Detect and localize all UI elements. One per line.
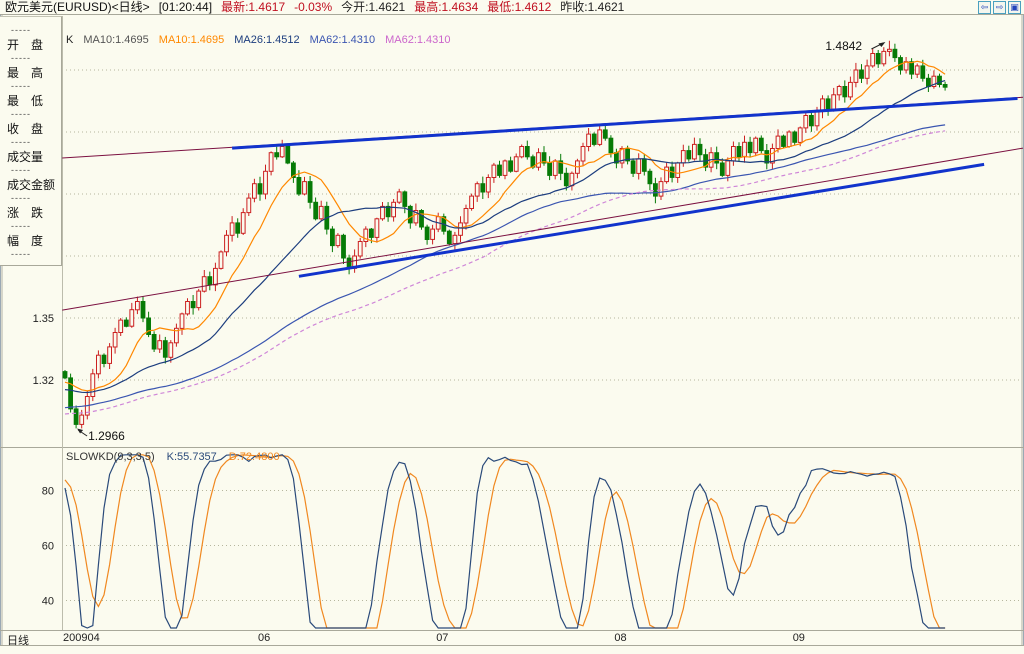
sidebar-field-label: 幅 度 [7, 234, 44, 248]
slowkd-d-value: D:72.4800 [228, 451, 280, 463]
period-label: 日线 [7, 635, 29, 647]
sidebar-field-label: 收 盘 [7, 122, 44, 136]
sidebar-field-label: 最 高 [7, 66, 44, 80]
ma-legend-item: K [66, 34, 74, 46]
window-buttons: ⇦ ⇨ ▣ [978, 1, 1021, 14]
x-axis-label: 08 [614, 632, 627, 644]
channel-upper-line[interactable] [232, 97, 1018, 150]
field-value-placeholder: ----- [11, 25, 31, 35]
low-price-label: 1.2966 [88, 429, 125, 443]
quote-info-sidebar: ----- 开 盘 ----- 最 高 ----- 最 低 ----- 收 盘 ----- 成交量… [0, 16, 62, 266]
quote-field: 昨收:1.4621 [560, 0, 625, 14]
forward-button[interactable]: ⇨ [993, 1, 1006, 14]
high-price-label: 1.4842 [825, 39, 862, 53]
MA62b-line [64, 130, 946, 415]
ma-legend-item: MA62:1.4310 [385, 34, 451, 46]
slowkd-legend: SLOWKD(9,3,3,5) K:55.7357 D:72.4800 [66, 451, 280, 463]
x-axis-label: 07 [436, 632, 449, 644]
field-value-placeholder: ----- [11, 137, 31, 147]
svg-text:1.35: 1.35 [33, 313, 54, 325]
field-value-placeholder: ----- [11, 193, 31, 203]
ma-legend-item: MA26:1.4512 [234, 34, 300, 46]
x-axis: 日线 200904 06 07 08 09 [0, 631, 1024, 647]
quote-field: 今开:1.4621 [341, 0, 406, 14]
MA26-line [64, 80, 946, 394]
sidebar-field-label: 最 低 [7, 94, 44, 108]
sidebar-field-label: 成交量 [7, 150, 44, 164]
ma-legend-item: MA62:1.4310 [309, 34, 376, 46]
x-axis-label: 09 [792, 632, 805, 644]
svg-text:80: 80 [42, 486, 54, 498]
maximize-button[interactable]: ▣ [1008, 1, 1021, 14]
ma-legend-item: MA10:1.4695 [83, 34, 149, 46]
channel-lower-line[interactable] [298, 162, 985, 278]
x-axis-label: 200904 [63, 632, 100, 644]
field-value-placeholder: ----- [11, 221, 31, 231]
sidebar-field-label: 成交金额 [7, 178, 56, 192]
slowkd-title: SLOWKD(9,3,3,5) [66, 451, 155, 463]
quote-field: 最低:1.4612 [487, 0, 552, 14]
ma-legend-item: MA10:1.4695 [158, 34, 225, 46]
slowkd-k-value: K:55.7357 [166, 451, 217, 463]
quote-time: [01:20:44] [158, 0, 213, 14]
MA10-line [64, 60, 946, 392]
field-value-placeholder: ----- [11, 53, 31, 63]
high-arrow-icon [878, 42, 886, 47]
svg-text:60: 60 [42, 541, 54, 553]
slowkd-d-line [64, 454, 946, 629]
ma-legend: K MA10:1.4695 MA10:1.4695 MA26:1.4512 MA62:1… [66, 34, 451, 46]
quote-fields: 最新:1.4617 -0.03% 今开:1.4621 最高:1.4634 最低:1.46… [221, 0, 624, 14]
back-button[interactable]: ⇦ [978, 1, 991, 14]
x-axis-label: 06 [258, 632, 271, 644]
sidebar-field-label: 涨 跌 [7, 206, 44, 220]
window-title: 欧元美元(EURUSD)<日线> [5, 0, 150, 14]
quote-field: -0.03% [294, 0, 333, 14]
MA62-line [64, 124, 946, 409]
sidebar-field-label: 开 盘 [7, 38, 44, 52]
field-value-placeholder: ----- [11, 165, 31, 175]
field-value-placeholder: ----- [11, 249, 31, 259]
quote-header: 欧元美元(EURUSD)<日线> [01:20:44] 最新:1.4617 -0.… [0, 0, 1024, 15]
quote-field: 最高:1.4634 [414, 0, 479, 14]
low-arrow-icon [77, 428, 84, 434]
slowkd-k-line [64, 454, 946, 629]
long-term-support-line[interactable] [62, 147, 1024, 311]
status-ticker: 5733.50──75.0╱773.4点──44000.54──387.45──… [0, 646, 1024, 654]
quote-field: 最新:1.4617 [221, 0, 286, 14]
sidebar-rows: ----- 开 盘 ----- 最 高 ----- 最 低 ----- 收 盘 ----- 成交量… [0, 24, 61, 262]
svg-text:1.32: 1.32 [33, 375, 54, 387]
candlestick-layer[interactable] [62, 40, 948, 429]
svg-text:40: 40 [42, 596, 54, 608]
field-value-placeholder: ----- [11, 81, 31, 91]
field-value-placeholder: ----- [11, 109, 31, 119]
